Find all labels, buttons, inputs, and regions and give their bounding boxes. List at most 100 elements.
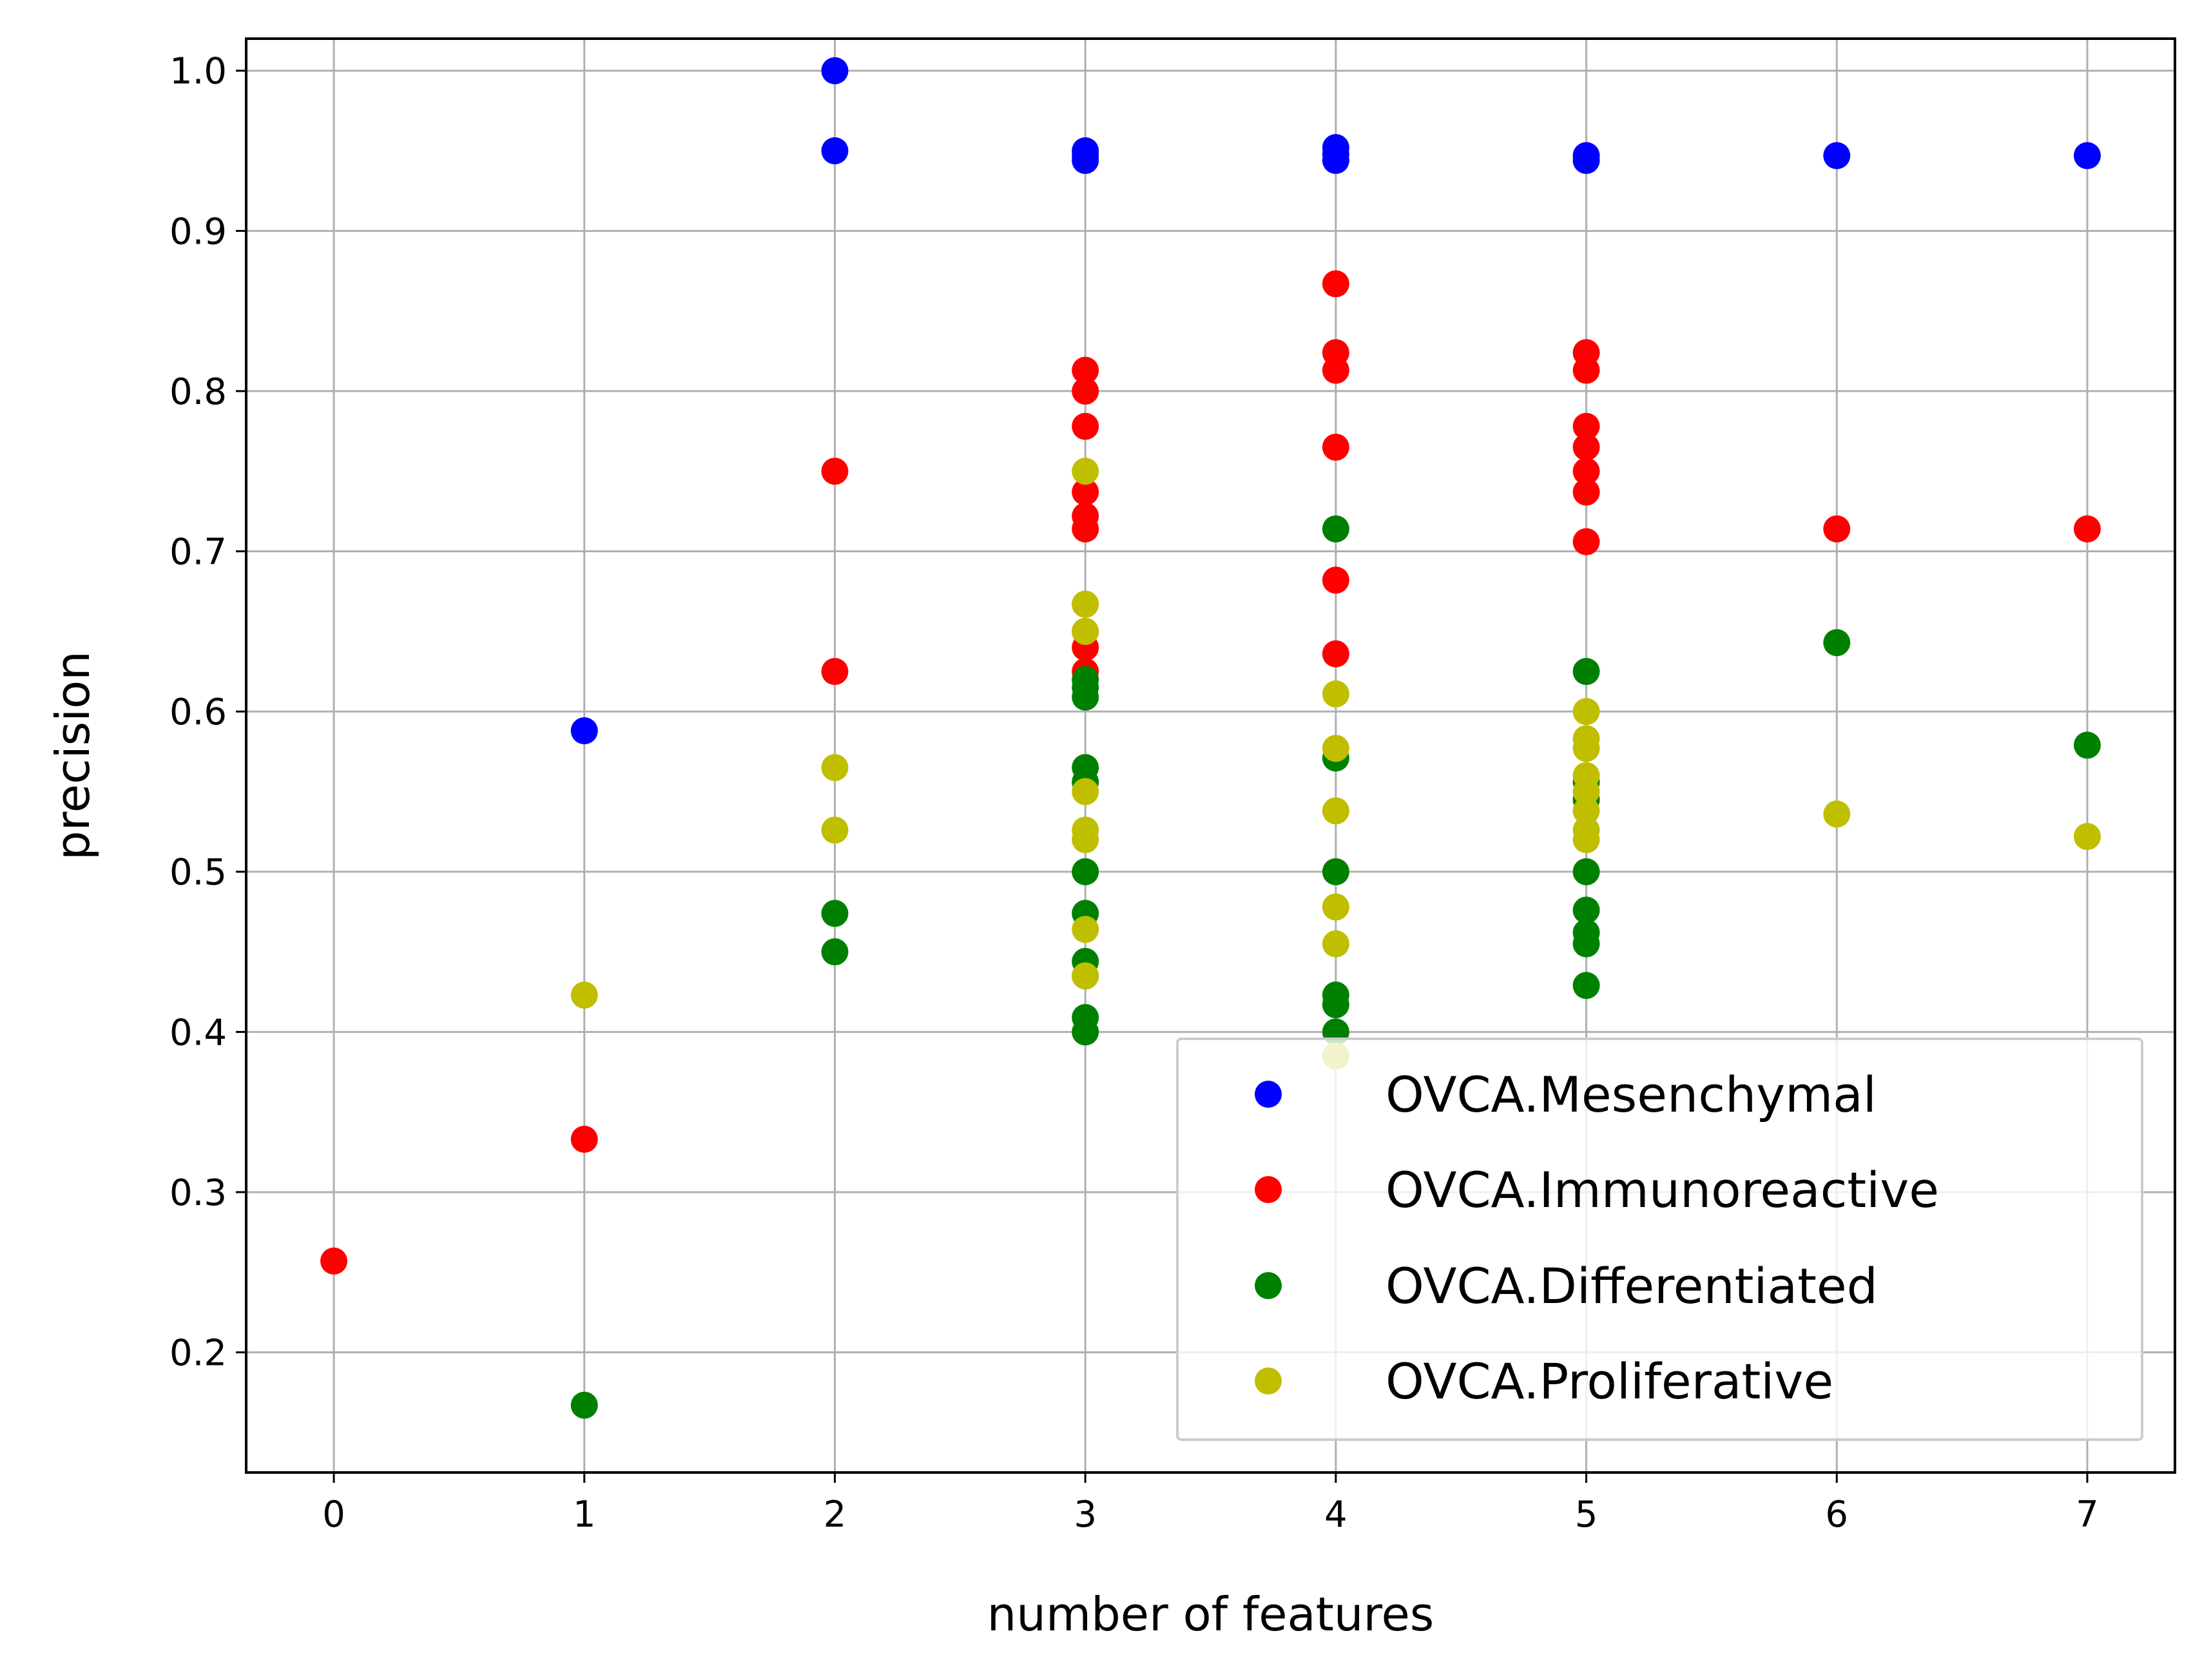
point-ovca-immunoreactive — [1322, 433, 1349, 461]
point-ovca-proliferative — [1322, 930, 1349, 958]
legend-label-ovca-mesenchymal: OVCA.Mesenchymal — [1386, 1066, 1877, 1123]
y-tick-label: 0.6 — [169, 691, 227, 733]
point-ovca-immunoreactive — [1572, 478, 1600, 506]
point-ovca-immunoreactive — [821, 458, 849, 485]
y-tick-label: 0.7 — [169, 532, 227, 574]
point-ovca-differentiated — [821, 938, 849, 966]
y-tick-label: 0.9 — [169, 211, 227, 253]
point-ovca-differentiated — [1072, 683, 1099, 711]
point-ovca-immunoreactive — [1072, 377, 1099, 405]
point-ovca-proliferative — [1072, 778, 1099, 806]
legend-label-ovca-differentiated: OVCA.Differentiated — [1386, 1257, 1878, 1315]
point-ovca-proliferative — [1572, 826, 1600, 854]
point-ovca-proliferative — [1072, 826, 1099, 854]
point-ovca-mesenchymal — [570, 717, 598, 744]
point-ovca-differentiated — [1072, 858, 1099, 885]
legend-marker-ovca-immunoreactive — [1255, 1176, 1282, 1203]
point-ovca-immunoreactive — [320, 1247, 348, 1275]
point-ovca-proliferative — [1322, 680, 1349, 708]
point-ovca-immunoreactive — [1072, 412, 1099, 440]
point-ovca-immunoreactive — [1572, 458, 1600, 485]
point-ovca-proliferative — [821, 754, 849, 782]
legend-marker-ovca-proliferative — [1255, 1367, 1282, 1395]
point-ovca-immunoreactive — [1072, 356, 1099, 384]
point-ovca-immunoreactive — [821, 657, 849, 685]
legend-box — [1176, 1038, 2143, 1441]
point-ovca-immunoreactive — [1572, 356, 1600, 384]
y-tick-label: 0.4 — [169, 1012, 227, 1054]
point-ovca-proliferative — [1072, 617, 1099, 645]
x-tick-label: 6 — [1825, 1494, 1848, 1536]
point-ovca-differentiated — [1572, 930, 1600, 958]
point-ovca-immunoreactive — [570, 1125, 598, 1153]
point-ovca-proliferative — [1322, 735, 1349, 762]
point-ovca-proliferative — [1072, 962, 1099, 990]
x-axis-label: number of features — [987, 1587, 1434, 1641]
point-ovca-immunoreactive — [1322, 640, 1349, 668]
y-tick-label: 0.3 — [169, 1172, 227, 1214]
point-ovca-proliferative — [1322, 893, 1349, 921]
plot-area-frame — [245, 37, 2176, 1474]
y-tick-label: 1.0 — [169, 51, 227, 93]
point-ovca-differentiated — [1572, 858, 1600, 885]
point-ovca-differentiated — [1072, 1018, 1099, 1046]
point-ovca-immunoreactive — [1322, 356, 1349, 384]
point-ovca-differentiated — [570, 1391, 598, 1419]
point-ovca-immunoreactive — [1072, 515, 1099, 543]
point-ovca-differentiated — [2073, 731, 2101, 759]
point-ovca-immunoreactive — [1322, 566, 1349, 594]
y-tick-label: 0.2 — [169, 1333, 227, 1375]
y-axis-label: precision — [46, 651, 100, 860]
point-ovca-differentiated — [1823, 629, 1851, 657]
point-ovca-mesenchymal — [2073, 142, 2101, 169]
point-ovca-immunoreactive — [1823, 515, 1851, 543]
point-ovca-proliferative — [1572, 735, 1600, 762]
point-ovca-proliferative — [570, 981, 598, 1009]
legend-marker-ovca-mesenchymal — [1255, 1081, 1282, 1108]
point-ovca-mesenchymal — [821, 137, 849, 165]
x-tick-label: 3 — [1074, 1494, 1097, 1536]
axis-ticks: 0 1 2 3 4 5 6 7 0.2 0.3 0.4 0.5 0.6 0.7 0.8 0.9 1.0 — [169, 51, 2099, 1536]
point-ovca-mesenchymal — [821, 57, 849, 84]
legend-label-ovca-proliferative: OVCA.Proliferative — [1386, 1353, 1833, 1410]
point-ovca-mesenchymal — [1322, 146, 1349, 174]
point-ovca-differentiated — [1322, 991, 1349, 1019]
point-ovca-proliferative — [1072, 590, 1099, 618]
point-ovca-immunoreactive — [1572, 528, 1600, 555]
legend-label-ovca-immunoreactive: OVCA.Immunoreactive — [1386, 1161, 1939, 1219]
point-ovca-proliferative — [1572, 797, 1600, 825]
point-ovca-mesenchymal — [1572, 146, 1600, 174]
point-ovca-differentiated — [1572, 972, 1600, 999]
point-ovca-immunoreactive — [1572, 412, 1600, 440]
point-ovca-proliferative — [2073, 823, 2101, 851]
legend: OVCA.Mesenchymal OVCA.Immunoreactive OVCA.… — [1176, 1038, 2143, 1441]
point-ovca-proliferative — [1072, 916, 1099, 943]
point-ovca-differentiated — [1322, 858, 1349, 885]
point-ovca-differentiated — [1572, 896, 1600, 924]
x-tick-label: 7 — [2076, 1494, 2099, 1536]
point-ovca-immunoreactive — [1572, 433, 1600, 461]
x-tick-label: 2 — [824, 1494, 847, 1536]
point-ovca-mesenchymal — [1823, 142, 1851, 169]
point-ovca-differentiated — [1322, 515, 1349, 543]
point-ovca-proliferative — [821, 816, 849, 844]
x-tick-label: 0 — [322, 1494, 345, 1536]
x-tick-label: 4 — [1324, 1494, 1347, 1536]
point-ovca-immunoreactive — [2073, 515, 2101, 543]
point-ovca-differentiated — [1572, 657, 1600, 685]
x-tick-label: 1 — [573, 1494, 596, 1536]
point-ovca-proliferative — [1572, 698, 1600, 726]
point-ovca-proliferative — [1072, 458, 1099, 485]
y-tick-label: 0.5 — [169, 852, 227, 894]
legend-marker-ovca-differentiated — [1255, 1272, 1282, 1299]
x-tick-label: 5 — [1575, 1494, 1598, 1536]
point-ovca-immunoreactive — [1322, 270, 1349, 298]
point-ovca-mesenchymal — [1072, 146, 1099, 174]
point-ovca-differentiated — [821, 900, 849, 927]
point-ovca-immunoreactive — [1072, 478, 1099, 506]
point-ovca-proliferative — [1823, 800, 1851, 828]
point-ovca-proliferative — [1572, 778, 1600, 806]
y-tick-label: 0.8 — [169, 371, 227, 413]
point-ovca-proliferative — [1322, 797, 1349, 825]
